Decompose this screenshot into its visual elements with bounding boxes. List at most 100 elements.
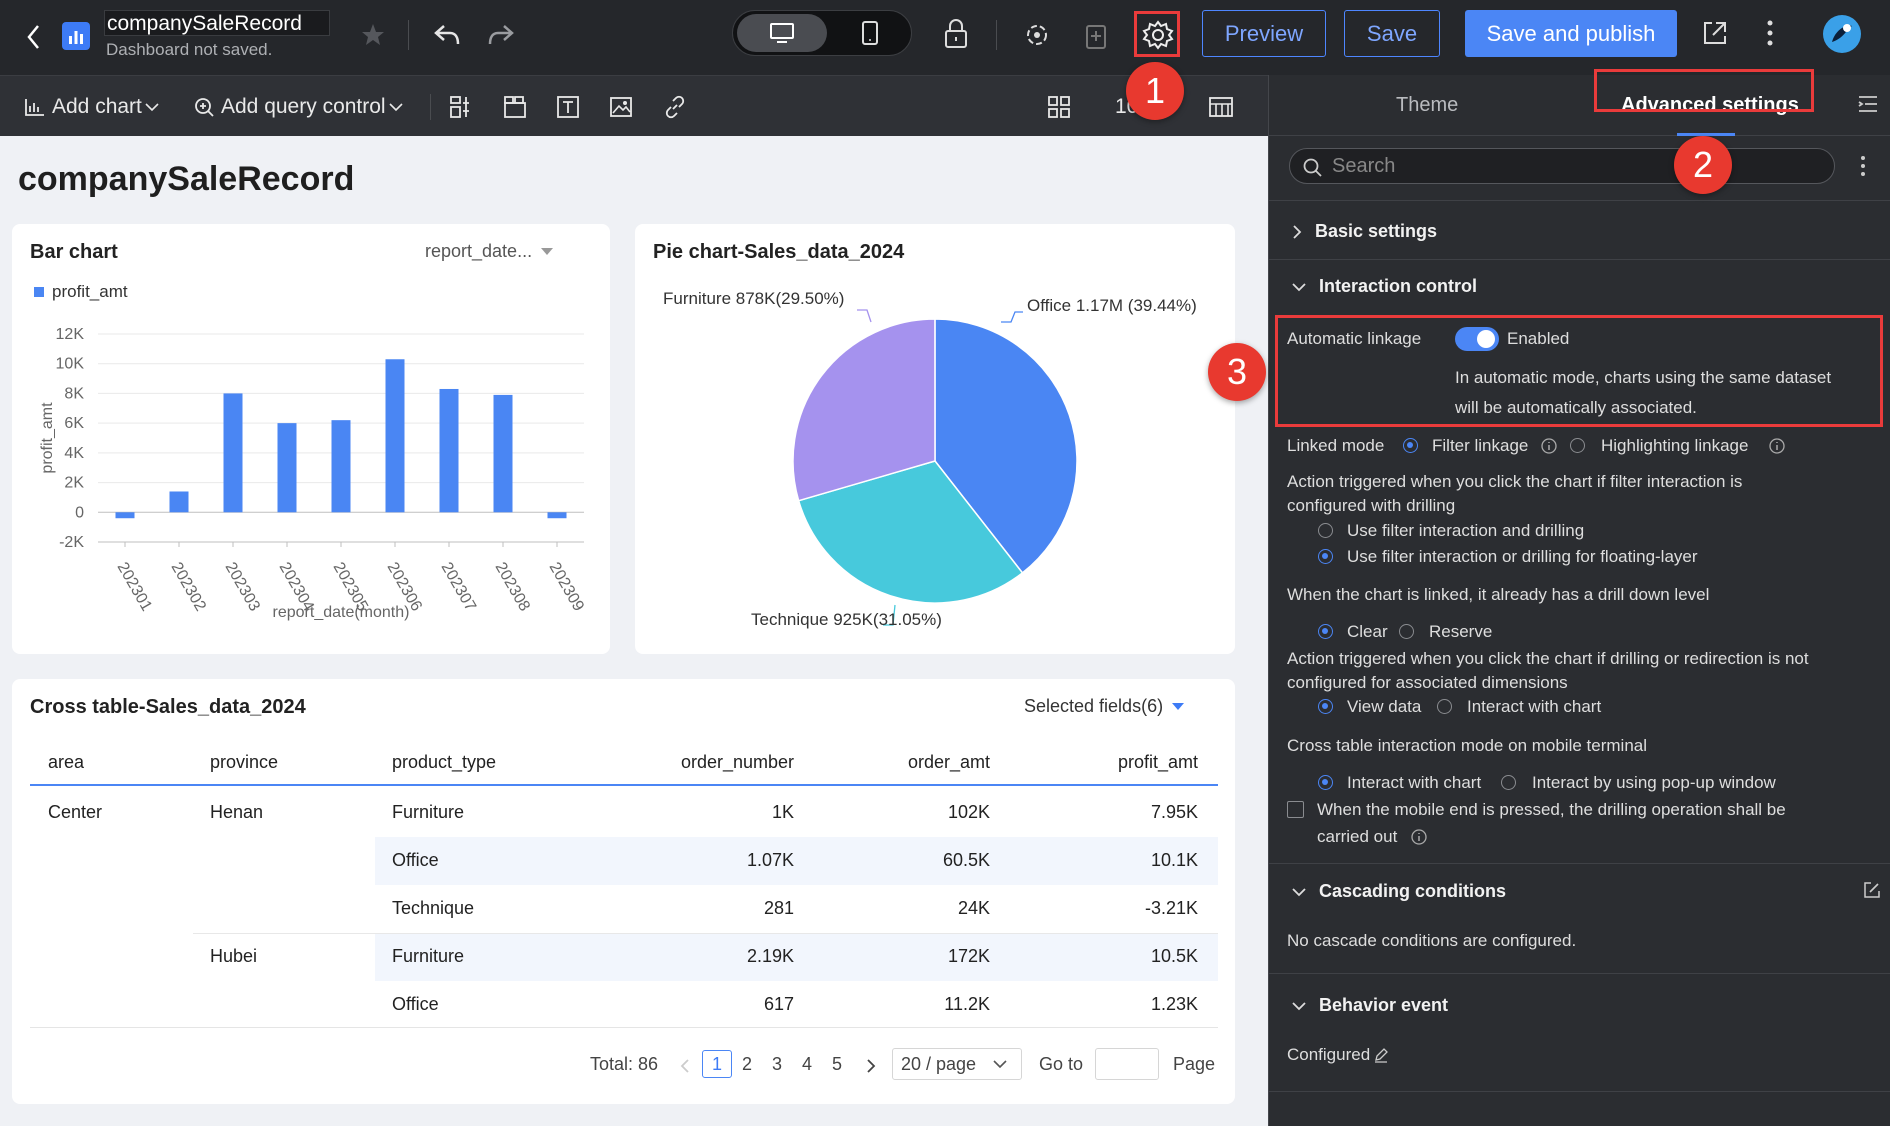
mobile-mode-button[interactable]: [833, 14, 909, 52]
automatic-linkage-toggle[interactable]: [1455, 327, 1499, 351]
edit-icon[interactable]: [1863, 881, 1881, 899]
info-icon[interactable]: [1541, 438, 1557, 454]
bar-202303[interactable]: [223, 393, 243, 513]
reserve-label[interactable]: Reserve: [1429, 622, 1493, 641]
interact-chart-radio[interactable]: [1437, 699, 1452, 714]
bar-202306[interactable]: [385, 359, 405, 513]
cell-product-type[interactable]: Office: [392, 850, 439, 870]
reserve-radio[interactable]: [1399, 624, 1414, 639]
save-and-publish-button[interactable]: Save and publish: [1465, 10, 1677, 57]
filter-drill-label[interactable]: Use filter interaction and drilling: [1347, 521, 1585, 540]
mobile-interact-chart-label[interactable]: Interact with chart: [1347, 773, 1482, 792]
filter-floating-radio[interactable]: [1318, 549, 1333, 564]
desktop-mode-button[interactable]: [737, 14, 827, 52]
cell-province[interactable]: Henan: [210, 802, 264, 822]
filter-floating-label[interactable]: Use filter interaction or drilling for f…: [1347, 547, 1698, 566]
cell-order-amt[interactable]: 172K: [947, 946, 990, 966]
header-order-number[interactable]: order_number: [680, 752, 794, 772]
highlighting-linkage-radio[interactable]: [1570, 438, 1585, 453]
cascading-conditions-section[interactable]: Cascading conditions: [1291, 881, 1506, 902]
cross-table-card[interactable]: Cross table-Sales_data_2024 Selected fie…: [12, 679, 1235, 1104]
cell-profit-amt[interactable]: 10.1K: [1150, 850, 1198, 870]
cell-order-amt[interactable]: 102K: [947, 802, 990, 822]
image-icon[interactable]: [608, 94, 634, 120]
cell-product-type[interactable]: Furniture: [392, 802, 465, 822]
table-layout-icon[interactable]: [1207, 94, 1235, 120]
bar-chart-card[interactable]: Bar chart report_date... profit_amt 12K 1…: [12, 224, 610, 654]
preview-button[interactable]: Preview: [1202, 10, 1326, 57]
tab-container-icon[interactable]: [502, 94, 528, 120]
cell-order-amt[interactable]: 24K: [957, 898, 990, 918]
info-icon[interactable]: [1769, 438, 1785, 454]
cell-profit-amt[interactable]: 10.5K: [1150, 946, 1198, 966]
pie-chart-card[interactable]: Pie chart-Sales_data_2024 Office 1.17M (…: [635, 224, 1235, 654]
collapse-panel-icon[interactable]: [1857, 93, 1879, 115]
date-filter-dropdown[interactable]: report_date...: [425, 241, 554, 262]
collaboration-icon[interactable]: [1022, 20, 1052, 50]
bar-202309[interactable]: [547, 512, 567, 519]
interact-popup-label[interactable]: Interact by using pop-up window: [1532, 773, 1776, 792]
clear-radio[interactable]: [1318, 624, 1333, 639]
header-profit-amt[interactable]: profit_amt: [1117, 752, 1198, 772]
more-icon[interactable]: [1765, 18, 1775, 48]
user-avatar[interactable]: [1822, 14, 1862, 54]
page-1-button[interactable]: 1: [702, 1050, 732, 1078]
pie-slice-2[interactable]: [792, 318, 936, 502]
filter-panel-icon[interactable]: [448, 94, 474, 120]
interact-popup-radio[interactable]: [1501, 775, 1516, 790]
open-external-icon[interactable]: [1700, 18, 1730, 48]
interact-chart-label[interactable]: Interact with chart: [1467, 697, 1602, 716]
pie-slice-0[interactable]: [934, 318, 1078, 574]
header-order-amt[interactable]: order_amt: [907, 752, 990, 772]
save-button[interactable]: Save: [1344, 10, 1440, 57]
mobile-interact-chart-radio[interactable]: [1318, 775, 1333, 790]
cell-area[interactable]: Center: [48, 802, 103, 822]
layout-grid-icon[interactable]: [1046, 94, 1072, 120]
more-options-icon[interactable]: [1859, 155, 1867, 177]
cell-order-number[interactable]: 281: [763, 898, 794, 918]
filter-linkage-label[interactable]: Filter linkage: [1432, 436, 1529, 455]
cell-order-number[interactable]: 1.07K: [746, 850, 794, 870]
view-data-radio[interactable]: [1318, 699, 1333, 714]
tab-theme[interactable]: Theme: [1396, 94, 1459, 116]
interaction-control-section[interactable]: Interaction control: [1291, 276, 1477, 297]
cell-profit-amt[interactable]: 1.23K: [1150, 994, 1198, 1014]
star-icon[interactable]: [360, 22, 386, 48]
search-input[interactable]: Search: [1289, 148, 1835, 184]
page-3-button[interactable]: 3: [772, 1054, 783, 1074]
highlighting-linkage-label[interactable]: Highlighting linkage: [1601, 436, 1749, 455]
lock-icon[interactable]: [943, 18, 969, 50]
page-5-button[interactable]: 5: [832, 1054, 843, 1074]
title-input[interactable]: companySaleRecord: [104, 10, 330, 36]
add-query-control-button[interactable]: Add query control: [193, 76, 404, 137]
cell-order-amt[interactable]: 11.2K: [944, 994, 990, 1014]
filter-drill-radio[interactable]: [1318, 523, 1333, 538]
bar-202305[interactable]: [331, 420, 351, 513]
page-4-button[interactable]: 4: [802, 1054, 813, 1074]
bar-202302[interactable]: [169, 491, 189, 513]
filter-linkage-radio[interactable]: [1403, 438, 1418, 453]
cell-profit-amt[interactable]: -3.21K: [1144, 898, 1198, 918]
cell-province[interactable]: Hubei: [210, 946, 258, 966]
pie-slice-1[interactable]: [797, 460, 1024, 604]
cell-order-number[interactable]: 1K: [771, 802, 794, 822]
redo-icon[interactable]: [486, 20, 516, 50]
page-2-button[interactable]: 2: [742, 1054, 753, 1074]
bar-202308[interactable]: [493, 394, 513, 513]
cell-order-amt[interactable]: 60.5K: [942, 850, 990, 870]
cell-order-number[interactable]: 2.19K: [746, 946, 794, 966]
link-icon[interactable]: [662, 94, 688, 120]
header-product-type[interactable]: product_type: [392, 752, 497, 772]
export-icon[interactable]: [1083, 20, 1111, 50]
basic-settings-section[interactable]: Basic settings: [1291, 221, 1437, 242]
bar-202301[interactable]: [115, 512, 135, 519]
bar-202307[interactable]: [439, 388, 459, 513]
configured-link[interactable]: Configured: [1287, 1045, 1389, 1065]
info-icon[interactable]: [1411, 829, 1427, 845]
bar-202304[interactable]: [277, 423, 297, 513]
cell-order-number[interactable]: 617: [763, 994, 794, 1014]
behavior-event-section[interactable]: Behavior event: [1291, 995, 1448, 1016]
gear-icon[interactable]: [1141, 18, 1175, 52]
prev-page-icon[interactable]: [678, 1057, 692, 1075]
cell-product-type[interactable]: Technique: [392, 898, 475, 918]
